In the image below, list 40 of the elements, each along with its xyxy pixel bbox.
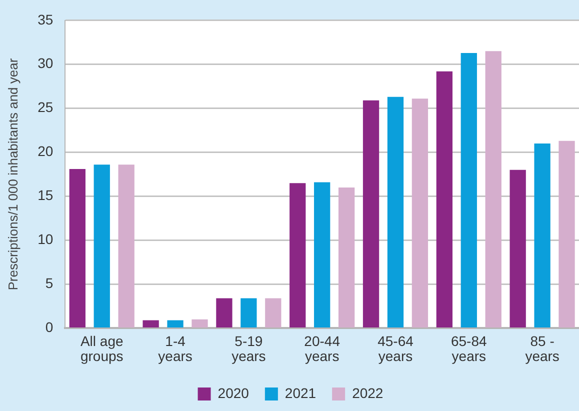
bar: [510, 170, 526, 328]
y-tick-label: 25: [38, 99, 54, 116]
bar: [314, 182, 330, 328]
bar: [192, 319, 208, 328]
bar: [387, 96, 404, 328]
bar: [240, 298, 257, 328]
x-tick-label: 85 - years: [525, 332, 560, 364]
bar: [216, 298, 232, 328]
bar: [436, 71, 452, 328]
bar: [460, 52, 477, 328]
y-axis-title: Prescriptions/1 000 inhabitants and year: [5, 58, 20, 290]
x-tick-label: 5-19 years: [232, 332, 266, 364]
bar: [412, 98, 428, 328]
bar: [534, 144, 550, 328]
bar: [558, 140, 575, 328]
bar: [69, 169, 86, 328]
legend-label: 2021: [284, 384, 316, 401]
y-tick-label: 5: [45, 275, 54, 292]
x-tick-label: 20-44 years: [304, 332, 340, 364]
bar: [167, 320, 184, 328]
bar: [265, 298, 282, 328]
bar: [118, 164, 134, 328]
bar: [142, 320, 159, 328]
bar: [485, 51, 502, 328]
y-tick-label: 10: [38, 231, 54, 248]
legend-label: 2022: [352, 384, 384, 401]
y-tick-label: 15: [38, 187, 54, 204]
x-tick-label: 65-84 years: [450, 332, 488, 364]
y-tick-label: 20: [38, 143, 54, 160]
y-tick-label: 30: [38, 55, 54, 72]
x-tick-label: 1-4 years: [158, 332, 192, 364]
y-tick-label: 0: [45, 319, 54, 336]
bar: [94, 164, 110, 328]
bar: [290, 183, 306, 328]
x-tick-label: All age groups: [80, 332, 124, 364]
y-tick-label: 35: [38, 11, 54, 28]
bar: [362, 100, 380, 328]
bar: [338, 187, 355, 328]
x-tick-label: 45-64 years: [378, 332, 414, 364]
legend-label: 2020: [218, 384, 250, 401]
